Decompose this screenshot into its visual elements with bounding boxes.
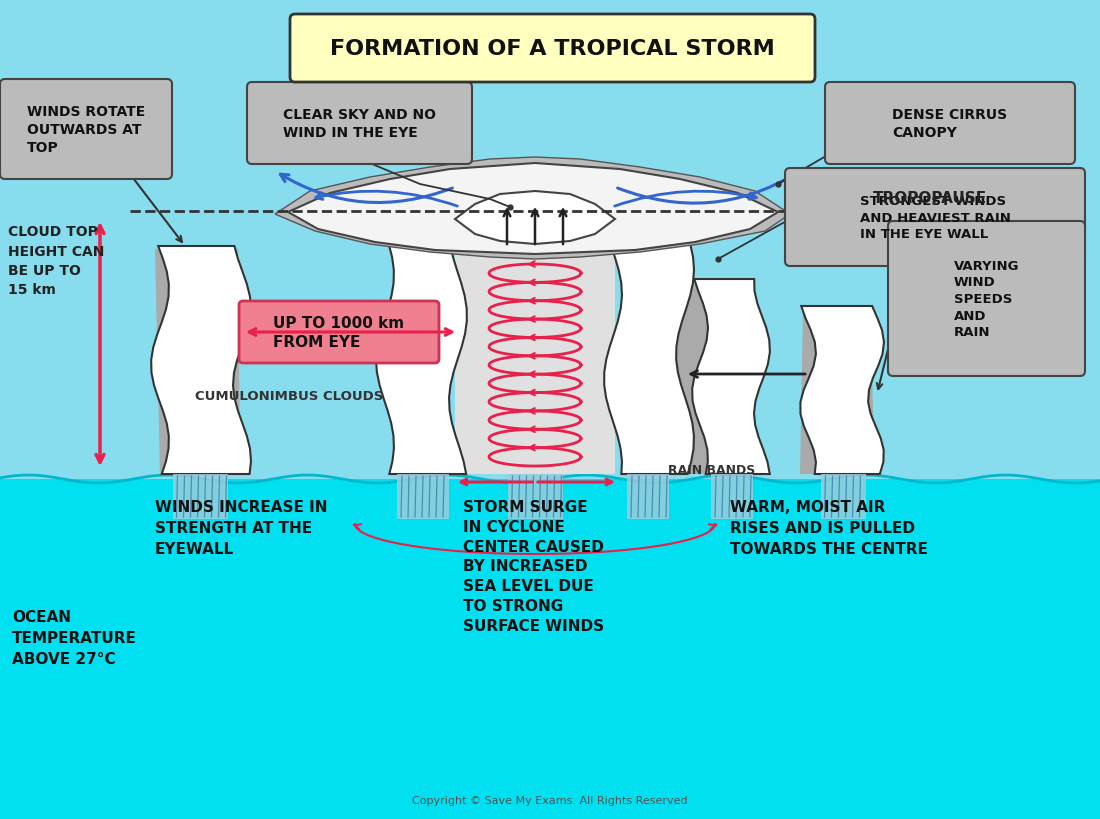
Polygon shape	[801, 306, 884, 474]
Bar	[173, 474, 228, 519]
FancyBboxPatch shape	[888, 222, 1085, 377]
Text: DENSE CIRRUS
CANOPY: DENSE CIRRUS CANOPY	[892, 108, 1008, 140]
Polygon shape	[155, 250, 240, 474]
Text: OCEAN
TEMPERATURE
ABOVE 27°C: OCEAN TEMPERATURE ABOVE 27°C	[12, 609, 136, 666]
Polygon shape	[604, 219, 694, 474]
Polygon shape	[288, 164, 778, 255]
Text: CLOUD TOP
HEIGHT CAN
BE UP TO
15 km: CLOUD TOP HEIGHT CAN BE UP TO 15 km	[8, 224, 104, 297]
Bar	[455, 219, 615, 474]
Polygon shape	[666, 285, 735, 474]
Polygon shape	[376, 219, 466, 474]
Text: STRONGEST WINDS
AND HEAVIEST RAIN
IN THE EYE WALL: STRONGEST WINDS AND HEAVIEST RAIN IN THE…	[859, 195, 1011, 241]
Text: CUMULONIMBUS CLOUDS: CUMULONIMBUS CLOUDS	[195, 390, 384, 402]
FancyBboxPatch shape	[785, 169, 1085, 267]
Bar	[711, 474, 754, 519]
FancyBboxPatch shape	[0, 80, 172, 180]
Text: UP TO 1000 km
FROM EYE: UP TO 1000 km FROM EYE	[274, 315, 405, 350]
Text: VARYING
WIND
SPEEDS
AND
RAIN: VARYING WIND SPEEDS AND RAIN	[954, 260, 1020, 338]
FancyBboxPatch shape	[290, 15, 815, 83]
Bar	[627, 474, 669, 519]
FancyBboxPatch shape	[248, 83, 472, 165]
Bar	[507, 474, 562, 519]
Bar	[0, 479, 1100, 819]
Polygon shape	[800, 310, 874, 474]
Text: WINDS INCREASE IN
STRENGTH AT THE
EYEWALL: WINDS INCREASE IN STRENGTH AT THE EYEWAL…	[155, 500, 328, 556]
Polygon shape	[151, 247, 251, 474]
Text: Copyright © Save My Exams. All Rights Reserved: Copyright © Save My Exams. All Rights Re…	[412, 795, 688, 805]
FancyBboxPatch shape	[239, 301, 439, 364]
Polygon shape	[455, 192, 615, 245]
Bar	[821, 474, 866, 519]
Text: CLEAR SKY AND NO
WIND IN THE EYE: CLEAR SKY AND NO WIND IN THE EYE	[283, 108, 436, 140]
Polygon shape	[275, 158, 790, 260]
Bar	[397, 474, 449, 519]
Text: FORMATION OF A TROPICAL STORM: FORMATION OF A TROPICAL STORM	[330, 39, 774, 59]
Text: WINDS ROTATE
OUTWARDS AT
TOP: WINDS ROTATE OUTWARDS AT TOP	[26, 105, 145, 155]
Polygon shape	[692, 279, 770, 474]
Text: STORM SURGE
IN CYCLONE
CENTER CAUSED
BY INCREASED
SEA LEVEL DUE
TO STRONG
SURFAC: STORM SURGE IN CYCLONE CENTER CAUSED BY …	[463, 500, 604, 633]
Text: RAIN BANDS: RAIN BANDS	[668, 464, 756, 477]
FancyBboxPatch shape	[825, 83, 1075, 165]
Text: TROPOPAUSE: TROPOPAUSE	[873, 191, 987, 206]
Text: WARM, MOIST AIR
RISES AND IS PULLED
TOWARDS THE CENTRE: WARM, MOIST AIR RISES AND IS PULLED TOWA…	[730, 500, 928, 556]
